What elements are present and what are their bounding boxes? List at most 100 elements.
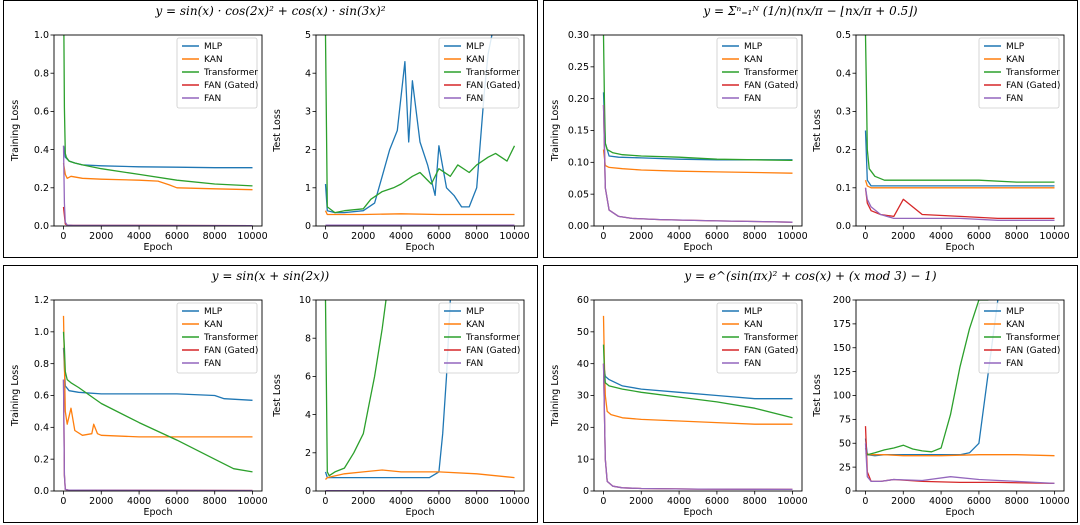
- series-line-transformer: [602, 35, 793, 162]
- series-line-kan: [602, 315, 793, 425]
- series-line-mlp: [62, 145, 253, 169]
- series-line-kan: [325, 469, 515, 480]
- y-tick-label: 50: [577, 327, 589, 338]
- y-tick-label: 40: [577, 359, 589, 370]
- series-line-transformer: [324, 35, 516, 214]
- panel-title: y = sin(x + sin(2x)): [211, 269, 330, 283]
- subplot: 0 2000 4000 6000 8000 10000 0.00 0.05 0.10 0.15 0.…: [550, 30, 808, 253]
- legend-label: FAN: [204, 94, 221, 104]
- legend-label: Transformer: [203, 333, 258, 343]
- y-axis-label: Test Loss: [272, 374, 283, 418]
- x-tick-label: 6000: [705, 496, 729, 507]
- series-line-fan-gated: [602, 363, 793, 491]
- panel-sin-cos: y = sin(x) · cos(2x)² + cos(x) · sin(3x)…: [3, 0, 538, 258]
- y-tick-label: 20: [577, 423, 589, 434]
- panel-sin-nested: y = sin(x + sin(2x)) 0 2000 4000 6000 8000 10…: [3, 265, 538, 523]
- legend-label: KAN: [466, 320, 485, 330]
- plot-frame: [855, 299, 1065, 492]
- legend-label: Transformer: [1005, 333, 1060, 343]
- y-axis-label: Test Loss: [812, 109, 823, 153]
- x-tick-label: 0: [600, 231, 606, 242]
- legend-label: MLP: [1006, 42, 1025, 52]
- y-tick-label: 1.0: [34, 327, 49, 338]
- legend-label: KAN: [204, 320, 223, 330]
- legend: MLP KAN Transformer FAN (Gated) FAN: [438, 37, 520, 109]
- legend-label: FAN: [1006, 359, 1023, 369]
- legend-label: FAN (Gated): [204, 346, 258, 356]
- legend-label: FAN (Gated): [204, 81, 258, 91]
- legend: MLP KAN Transformer FAN (Gated) FAN: [978, 302, 1060, 374]
- y-tick-label: 0.5: [836, 30, 851, 41]
- subplot: 0 2000 4000 6000 8000 10000 0 1 2 3 4 5 Epoch Test Lo…: [272, 30, 530, 253]
- y-tick-label: 175: [833, 319, 851, 330]
- y-tick-label: 0.6: [34, 391, 49, 402]
- panel-title: y = Σⁿ₌₁ᴺ (1/n)(nx/π − ⌊nx/π + 0.5⌋): [703, 4, 918, 18]
- x-tick-label: 0: [322, 231, 328, 242]
- y-tick-label: 0.20: [568, 94, 589, 105]
- series-line-transformer: [602, 344, 793, 419]
- plot-frame: [593, 299, 803, 492]
- x-tick-label: 2000: [89, 496, 113, 507]
- x-tick-label: 8000: [465, 496, 489, 507]
- y-tick-label: 0.00: [568, 221, 589, 232]
- x-tick-label: 8000: [203, 231, 227, 242]
- y-tick-label: 3: [305, 107, 311, 118]
- series-group: [864, 300, 1055, 485]
- plot-frame: [315, 34, 525, 227]
- x-tick-label: 0: [60, 231, 66, 242]
- x-axis-label: Epoch: [405, 242, 434, 253]
- y-tick-label: 2: [305, 448, 311, 459]
- x-tick-label: 6000: [427, 496, 451, 507]
- legend-label: KAN: [744, 55, 763, 65]
- plot-frame: [593, 34, 803, 227]
- y-tick-label: 10: [299, 295, 311, 306]
- x-tick-label: 0: [600, 496, 606, 507]
- x-tick-label: 4000: [667, 231, 691, 242]
- x-tick-label: 6000: [165, 496, 189, 507]
- x-tick-label: 6000: [705, 231, 729, 242]
- series-group: [602, 35, 793, 223]
- series-line-transformer: [62, 331, 253, 473]
- series-group: [62, 315, 253, 491]
- legend-label: Transformer: [1005, 68, 1060, 78]
- panel-plots: 0 2000 4000 6000 8000 10000 0.0 0.2 0.4 0.6 0.8 1.0…: [10, 30, 530, 253]
- y-tick-label: 0.15: [568, 126, 589, 137]
- plot-frame: [315, 299, 525, 492]
- subplot: 0 2000 4000 6000 8000 10000 0.0 0.2 0.4 0.6 0.8 1.0…: [10, 30, 268, 253]
- panel-plots: 0 2000 4000 6000 8000 100000.000.050.100.150.…: [550, 30, 1070, 253]
- legend-box: [716, 302, 798, 374]
- x-tick-label: 8000: [1005, 496, 1029, 507]
- x-tick-label: 2000: [629, 231, 653, 242]
- series-line-transformer: [864, 35, 1055, 183]
- x-tick-label: 10000: [499, 496, 529, 507]
- y-tick-label: 100: [833, 391, 851, 402]
- y-tick-label: 25: [839, 462, 851, 473]
- y-tick-label: 5: [305, 30, 311, 41]
- series-line-fan: [602, 104, 793, 223]
- y-tick-label: 0.4: [836, 68, 851, 79]
- x-axis-label: Epoch: [143, 242, 172, 253]
- plot-frame: [855, 34, 1065, 227]
- y-tick-label: 1: [305, 183, 311, 194]
- x-tick-label: 2000: [891, 496, 915, 507]
- x-tick-label: 0: [862, 496, 868, 507]
- x-tick-label: 10000: [237, 496, 267, 507]
- y-tick-label: 200: [833, 295, 851, 306]
- x-tick-label: 4000: [127, 496, 151, 507]
- legend-label: MLP: [204, 42, 223, 52]
- series-line-fan: [864, 443, 1055, 485]
- panel-plots: 0 2000 4000 6000 8000 10000 0.0 0.2 0.4 0.6 0.8 1.0…: [10, 295, 530, 518]
- panel-title: y = sin(x) · cos(2x)² + cos(x) · sin(3x)…: [155, 4, 386, 18]
- legend-label: FAN: [1006, 94, 1023, 104]
- series-line-fan: [62, 145, 253, 226]
- series-line-transformer: [63, 35, 253, 187]
- legend: MLP KAN Transformer FAN (Gated) FAN: [176, 302, 258, 374]
- y-tick-label: 125: [833, 367, 851, 378]
- legend-box: [438, 302, 520, 374]
- x-tick-label: 4000: [127, 231, 151, 242]
- y-tick-label: 1.0: [34, 30, 49, 41]
- y-axis-label: Test Loss: [812, 374, 823, 418]
- subplot: 0 2000 4000 6000 8000 10000 0.0 0.2 0.4 0.6 0.8 1.0…: [10, 295, 268, 518]
- legend-box: [438, 37, 520, 109]
